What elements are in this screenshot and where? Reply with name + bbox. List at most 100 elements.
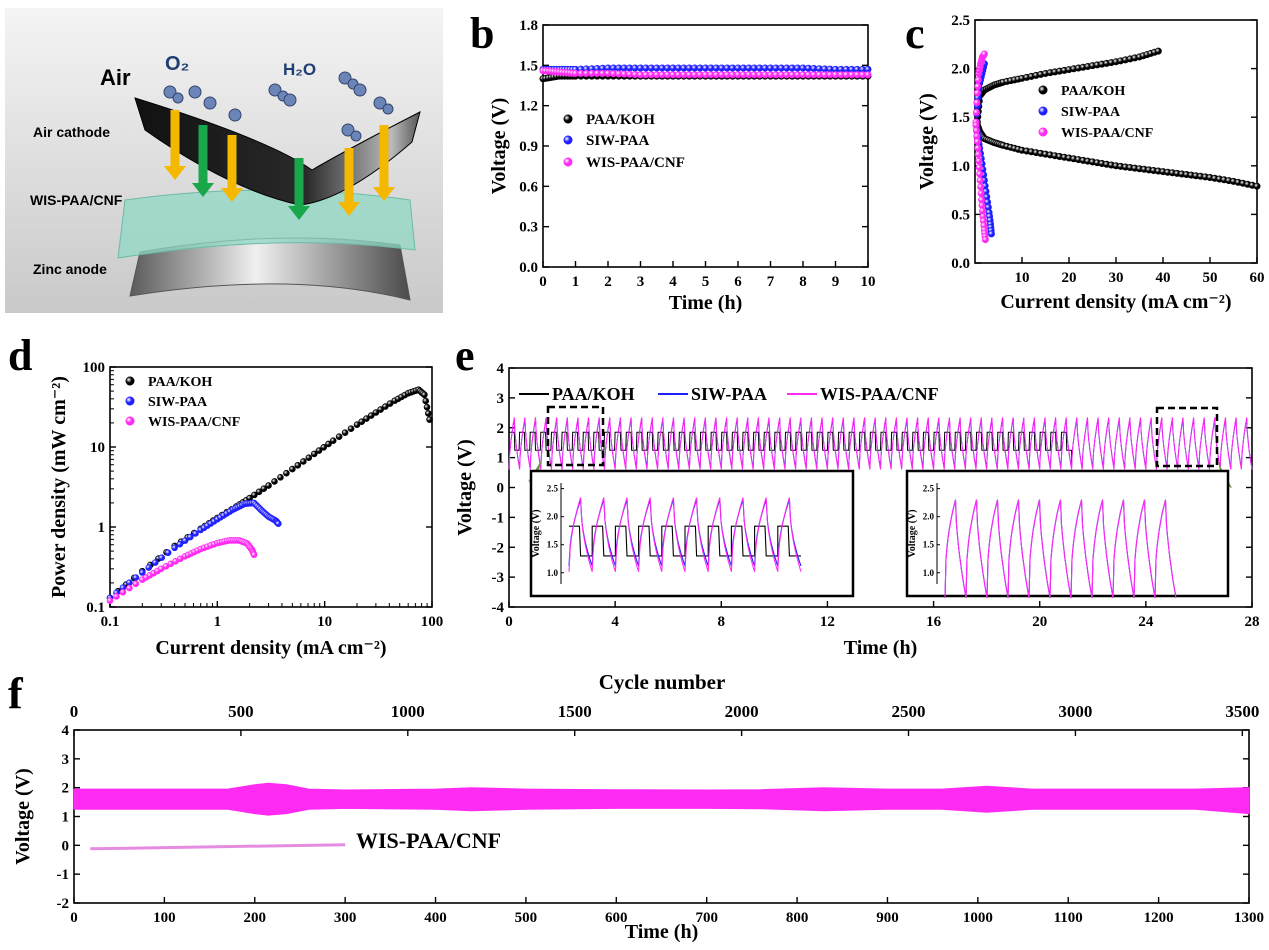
- data-point: [1253, 182, 1261, 190]
- x-tick-label: 10: [1015, 270, 1030, 286]
- x-tick-label: 400: [424, 910, 447, 926]
- y-tick-label: 0.0: [951, 256, 970, 272]
- y-tick-label: 0.9: [519, 139, 538, 155]
- molecule-icon: [382, 103, 394, 115]
- x-tick-label: 8: [718, 614, 726, 630]
- h2o-label: H₂O: [283, 60, 316, 79]
- y-tick-label: 1.8: [519, 18, 538, 34]
- molecule-icon: [341, 123, 355, 137]
- x-tick-label: 20: [1032, 614, 1047, 630]
- y-axis-label: Voltage (V): [916, 93, 938, 189]
- x2-tick-label: 1500: [558, 702, 592, 721]
- data-point: [976, 170, 984, 178]
- data-point: [271, 478, 278, 485]
- y-tick-label: 2: [62, 781, 70, 797]
- arrow-down-icon: [373, 187, 395, 201]
- x-tick-label: 800: [786, 910, 809, 926]
- data-point: [265, 482, 272, 489]
- data-point: [300, 458, 307, 465]
- data-point: [294, 461, 302, 469]
- x-tick-label: 30: [1109, 270, 1124, 286]
- legend-label: PAA/KOH: [1061, 84, 1125, 99]
- legend-line: [90, 843, 346, 851]
- molecule-icon: [268, 83, 282, 97]
- legend-marker: [563, 135, 573, 145]
- y-tick-label: 0.1: [86, 600, 105, 616]
- x-tick-label: 7: [767, 274, 775, 290]
- data-point: [980, 50, 988, 58]
- panel-letter-e: e: [455, 331, 475, 380]
- y-tick-label: 1.5: [951, 110, 970, 126]
- data-point: [974, 150, 982, 158]
- data-point: [310, 450, 318, 458]
- legend-marker: [125, 376, 135, 386]
- legend-marker: [1038, 106, 1048, 116]
- data-point: [974, 76, 982, 84]
- x-tick-label: 3: [637, 274, 645, 290]
- molecule-icon: [353, 83, 367, 97]
- x-axis-label: Time (h): [844, 637, 918, 659]
- y-tick-label: 0: [62, 838, 70, 854]
- inset-2: 1.0 1.5 2.0 2.5 Voltage (V): [905, 469, 1230, 599]
- data-point: [113, 593, 120, 600]
- data-point: [139, 569, 146, 576]
- o2-label: O₂: [165, 53, 189, 75]
- data-point: [977, 189, 985, 197]
- data-point: [132, 580, 140, 588]
- y-tick-label: 0.6: [519, 179, 538, 195]
- y-tick-label: 1: [497, 451, 505, 467]
- data-point: [363, 415, 370, 422]
- x-tick-label: 4: [611, 614, 619, 630]
- molecule-icon: [283, 93, 297, 107]
- data-point: [176, 540, 184, 548]
- molecule-icon: [350, 130, 362, 142]
- data-point: [422, 397, 430, 405]
- panel-b: 0 1 2 3 4 5 6 7 8 9 10 0.0 0.3 0.6 0.9 1.2 1.5 1.8 Time (h…: [488, 18, 876, 314]
- electrolyte-label: WIS-PAA/CNF: [30, 192, 123, 208]
- y-tick-label: 3: [497, 391, 505, 407]
- panel-f: 0 100 200 300 400 500 600 700 800 900 1000 1100 1200…: [12, 670, 1264, 943]
- plot-frame: [73, 729, 1250, 904]
- legend-label: WIS-PAA/CNF: [148, 415, 240, 430]
- arrow-down-icon: [192, 183, 214, 197]
- legend-label: WIS-PAA/CNF: [820, 384, 939, 404]
- x-tick-label: 12: [820, 614, 835, 630]
- air-cathode-label: Air cathode: [33, 124, 110, 140]
- arrow-down-icon: [288, 206, 310, 220]
- data-point: [382, 403, 389, 410]
- panel-d: 0.1 1 10 100 0.1 1 10 100 Current density (mA cm…: [48, 360, 443, 659]
- x-axis-label: Current density (mA cm⁻²): [155, 637, 386, 659]
- legend-label: WIS-PAA/CNF: [356, 828, 501, 853]
- panel-letter-b: b: [470, 9, 494, 58]
- data-point: [977, 183, 985, 191]
- x-tick-label: 10: [861, 274, 876, 290]
- data-point: [353, 421, 361, 428]
- y-tick-label: -3: [492, 570, 505, 586]
- inset-y-tick-label: 1.0: [923, 568, 935, 578]
- x2-tick-label: 1000: [391, 702, 425, 721]
- data-point: [973, 89, 981, 97]
- legend-marker: [1038, 127, 1048, 137]
- y-tick-label: 2.0: [951, 62, 970, 78]
- x-tick-label: 100: [153, 910, 176, 926]
- x2-tick-label: 3500: [1225, 702, 1259, 721]
- data-point: [367, 412, 375, 419]
- x-tick-label: 1: [214, 614, 222, 630]
- x-tick-label: 1200: [1144, 910, 1174, 926]
- series-line: [509, 431, 1073, 466]
- y-tick-label: 10: [90, 440, 105, 456]
- inset-y-tick-label: 1.5: [923, 540, 935, 550]
- x2-tick-label: 0: [70, 702, 79, 721]
- data-point: [164, 549, 172, 557]
- inset-y-tick-label: 2.0: [923, 512, 935, 522]
- x-tick-label: 900: [876, 910, 899, 926]
- data-point: [325, 440, 332, 448]
- x-tick-label: 1: [572, 274, 580, 290]
- y-tick-label: 1.2: [519, 99, 538, 115]
- data-point: [255, 488, 263, 496]
- data-point: [972, 108, 980, 116]
- air-label: Air: [100, 65, 131, 90]
- x-tick-label: 100: [421, 614, 444, 630]
